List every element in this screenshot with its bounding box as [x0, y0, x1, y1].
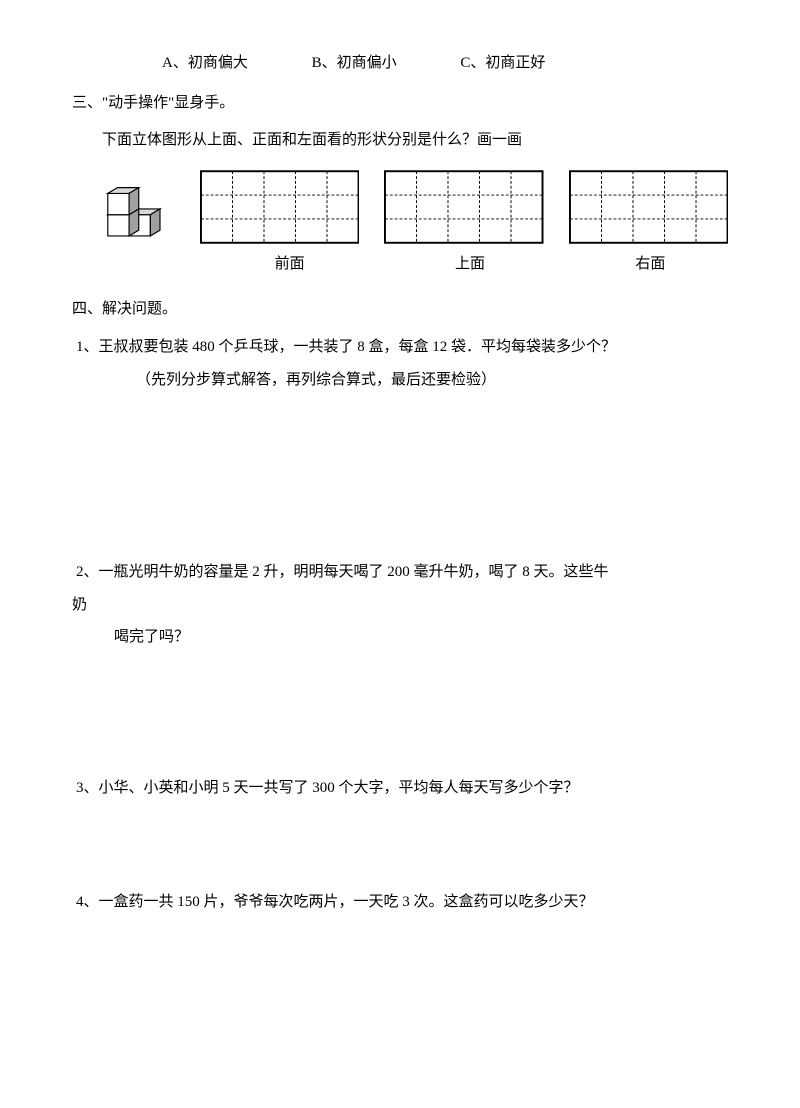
grid-right — [569, 169, 729, 245]
q1-line1: 1、王叔叔要包装 480 个乒乓球，一共装了 8 盒，每盒 12 袋．平均每袋装… — [72, 332, 728, 364]
q4-text: 4、一盒药一共 150 片，爷爷每次吃两片，一天吃 3 次。这盒药可以吃多少天？ — [72, 887, 728, 919]
q3-text: 3、小华、小英和小明 5 天一共写了 300 个大字，平均每人每天写多少个字？ — [72, 773, 728, 805]
cube-figure — [102, 167, 175, 245]
option-b: B、初商偏小 — [312, 48, 397, 80]
option-a: A、初商偏大 — [162, 48, 248, 80]
grid-front — [200, 169, 360, 245]
label-front: 前面 — [212, 249, 367, 281]
q2-line1: 2、一瓶光明牛奶的容量是 2 升，明明每天喝了 200 毫升牛奶，喝了 8 天。… — [72, 557, 728, 589]
q2-line2: 奶 — [72, 590, 728, 622]
q1-line2: （先列分步算式解答，再列综合算式，最后还要检验） — [72, 365, 728, 397]
section-4-title: 四、解决问题。 — [72, 294, 728, 326]
section-3-instruction: 下面立体图形从上面、正面和左面看的形状分别是什么？画一画 — [72, 125, 728, 157]
grid-labels: 前面 上面 右面 — [72, 249, 728, 281]
q2-line3: 喝完了吗？ — [72, 622, 728, 654]
grid-top — [384, 169, 544, 245]
options-row: A、初商偏大 B、初商偏小 C、初商正好 — [72, 48, 728, 80]
label-right: 右面 — [573, 249, 728, 281]
section-3-title: 三、"动手操作"显身手。 — [72, 88, 728, 120]
label-top: 上面 — [392, 249, 547, 281]
figure-row — [72, 167, 728, 245]
option-c: C、初商正好 — [460, 48, 545, 80]
